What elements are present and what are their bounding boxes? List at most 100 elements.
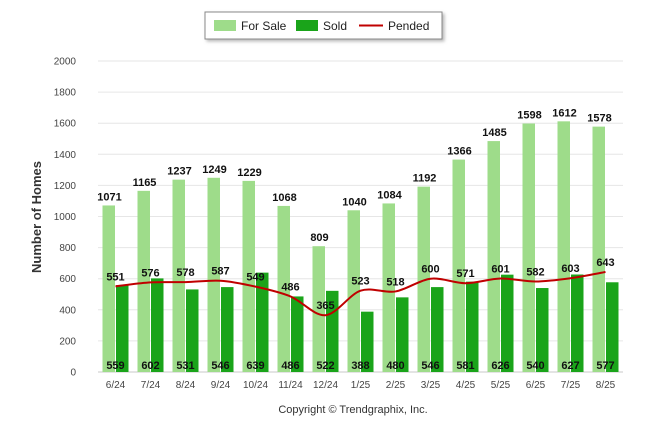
y-tick-label: 1600 <box>54 119 77 130</box>
data-labels: 1071 559 1165 602 1237 531 1249 546 1229 639 1068 4… <box>97 107 614 372</box>
y-tick-label: 1400 <box>54 150 77 161</box>
label-sold: 531 <box>176 360 194 372</box>
label-for-sale: 1084 <box>377 189 402 201</box>
label-for-sale: 1229 <box>237 167 261 179</box>
label-pended: 571 <box>456 268 474 280</box>
label-for-sale: 1071 <box>97 191 121 203</box>
y-tick-label: 400 <box>59 305 76 316</box>
label-for-sale: 1485 <box>482 127 506 139</box>
label-for-sale: 1165 <box>133 177 157 189</box>
label-pended: 600 <box>421 264 439 276</box>
label-sold: 486 <box>281 360 299 372</box>
label-pended: 576 <box>141 267 159 279</box>
bar-for-sale <box>277 205 290 372</box>
x-tick-label: 11/24 <box>278 380 303 391</box>
label-pended: 486 <box>281 281 299 293</box>
x-tick-label: 3/25 <box>421 380 441 391</box>
legend-label-pended: Pended <box>388 19 429 33</box>
label-sold: 388 <box>351 360 369 372</box>
bar-for-sale <box>487 141 500 372</box>
label-pended: 523 <box>351 276 369 288</box>
bar-sold <box>256 272 269 372</box>
label-sold: 602 <box>141 360 159 372</box>
label-pended: 643 <box>596 257 614 269</box>
label-for-sale: 1249 <box>202 164 226 176</box>
bar-for-sale <box>172 179 185 372</box>
y-tick-label: 600 <box>59 274 76 285</box>
bar-for-sale <box>137 190 150 372</box>
label-sold: 581 <box>456 360 474 372</box>
bar-for-sale <box>312 246 325 372</box>
bar-sold <box>361 311 374 372</box>
x-tick-label: 2/25 <box>386 380 406 391</box>
label-sold: 626 <box>491 360 509 372</box>
x-tick-label: 9/24 <box>211 380 231 391</box>
pended-line-layer <box>115 271 606 317</box>
bar-for-sale <box>102 205 115 372</box>
bar-for-sale <box>522 123 535 372</box>
x-tick-label: 7/25 <box>561 380 581 391</box>
bar-sold <box>606 282 619 372</box>
bar-sold <box>291 296 304 372</box>
label-pended: 551 <box>106 271 124 283</box>
label-sold: 546 <box>211 360 229 372</box>
bar-for-sale <box>452 159 465 372</box>
y-tick-label: 200 <box>59 336 76 347</box>
legend-swatch-for-sale <box>214 20 236 31</box>
label-sold: 559 <box>106 360 124 372</box>
label-for-sale: 1578 <box>587 113 611 125</box>
x-tick-label: 8/24 <box>176 380 196 391</box>
x-tick-label: 1/25 <box>351 380 371 391</box>
label-sold: 480 <box>386 360 404 372</box>
legend-label-sold: Sold <box>323 19 347 33</box>
label-sold: 546 <box>421 360 439 372</box>
label-for-sale: 1237 <box>167 166 191 178</box>
bar-sold <box>396 297 409 372</box>
bars <box>102 121 619 372</box>
y-tick-label: 2000 <box>54 57 77 68</box>
label-pended: 549 <box>246 272 264 284</box>
label-for-sale: 1612 <box>552 107 576 119</box>
label-for-sale: 1040 <box>342 196 366 208</box>
label-pended: 587 <box>211 266 229 278</box>
copyright-text: Copyright © Trendgraphix, Inc. <box>278 404 427 416</box>
label-pended: 603 <box>561 263 579 275</box>
x-tick-label: 6/25 <box>526 380 546 391</box>
bar-sold <box>501 274 514 372</box>
x-tick-label: 10/24 <box>243 380 268 391</box>
bar-for-sale <box>382 203 395 372</box>
y-tick-label: 1000 <box>54 212 77 223</box>
label-sold: 522 <box>316 360 334 372</box>
legend-label-for-sale: For Sale <box>241 19 287 33</box>
x-tick-label: 6/24 <box>106 380 126 391</box>
x-tick-label: 8/25 <box>596 380 616 391</box>
y-tick-label: 1200 <box>54 181 77 192</box>
label-for-sale: 1598 <box>517 110 541 122</box>
label-pended: 578 <box>176 267 194 279</box>
label-sold: 639 <box>246 360 264 372</box>
x-tick-label: 12/24 <box>313 380 338 391</box>
y-axis-title: Number of Homes <box>29 161 44 273</box>
legend-box <box>204 11 443 40</box>
bar-for-sale <box>207 177 220 372</box>
label-for-sale: 1068 <box>272 192 296 204</box>
label-sold: 627 <box>561 360 579 372</box>
bar-sold <box>116 285 129 372</box>
label-sold: 577 <box>596 360 614 372</box>
label-for-sale: 1366 <box>447 146 471 158</box>
bar-sold <box>571 274 584 372</box>
bar-for-sale <box>242 180 255 372</box>
y-tick-label: 0 <box>70 368 76 379</box>
bar-for-sale <box>557 121 570 372</box>
label-for-sale: 1192 <box>413 173 437 185</box>
bar-sold <box>151 278 164 372</box>
bar-for-sale <box>417 186 430 372</box>
x-axis-ticks: 6/24 7/24 8/24 9/24 10/24 11/24 12/24 1/25 2/25 3… <box>106 380 616 391</box>
label-sold: 540 <box>526 360 544 372</box>
legend-swatch-sold <box>296 20 318 31</box>
y-axis-ticks: 0 200 400 600 800 1000 1200 1400 1600 1800 2000 <box>54 57 77 379</box>
bar-sold <box>221 287 234 372</box>
bar-sold <box>466 281 479 372</box>
